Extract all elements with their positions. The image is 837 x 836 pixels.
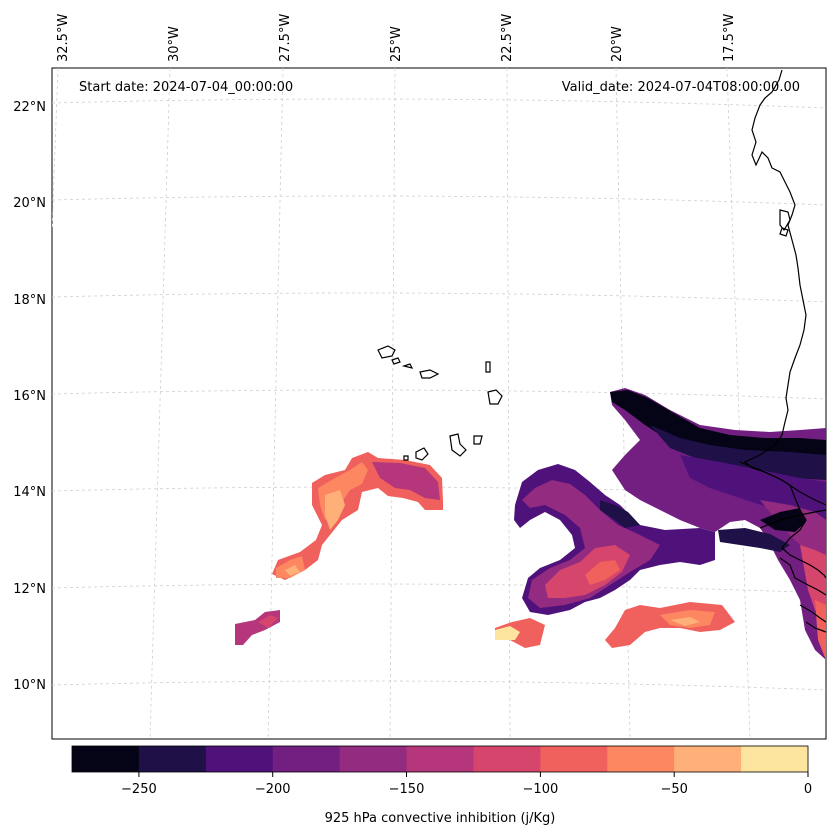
- lon-label-27-5w: 27.5°W: [278, 14, 293, 62]
- contour-central-dark: [600, 500, 640, 528]
- contour-east-3: [680, 455, 826, 520]
- contour-west-patch-inner: [258, 615, 278, 628]
- valid-date-text: Valid_date: 2024-07-04T08:00:00.00: [562, 80, 800, 95]
- lon-label-22-5w: 22.5°W: [500, 14, 515, 62]
- map-frame: [51, 67, 827, 740]
- colorbar-tick-label: −250: [121, 782, 157, 797]
- colorbar-title: 925 hPa convective inhibition (j/Kg): [325, 811, 556, 826]
- colorbar-swatch: [406, 746, 474, 772]
- lon-label-32-5w: 32.5°W: [56, 14, 71, 62]
- contour-south-band: [495, 618, 545, 648]
- colorbar-swatch: [473, 746, 541, 772]
- cape-verde-fogo: [415, 447, 429, 461]
- contour-south-east-lightest: [670, 617, 700, 626]
- contour-east-strip: [718, 528, 790, 552]
- contour-central-red: [545, 545, 630, 598]
- colorbar-swatch: [339, 746, 408, 772]
- lon-label-30w: 30°W: [167, 26, 182, 62]
- colorbar-swatch: [205, 746, 274, 772]
- latitude-labels: 22°N 20°N 18°N 16°N 14°N 12°N 10°N: [13, 100, 46, 693]
- start-date-text: Start date: 2024-07-04_00:00:00: [79, 80, 293, 95]
- lat-label-22n: 22°N: [13, 100, 46, 115]
- cape-verde-sao-nicolau: [419, 369, 440, 379]
- western-sahara-island: [779, 209, 791, 232]
- cape-verde-sal: [485, 361, 491, 373]
- contour-east-dark: [610, 390, 826, 470]
- lon-label-25w: 25°W: [389, 26, 404, 62]
- contour-east-black-core: [760, 508, 806, 532]
- coastline-gambia-river: [759, 509, 826, 529]
- colorbar-swatch: [741, 746, 809, 772]
- coastline-east-4: [805, 621, 826, 633]
- colorbar-swatch: [607, 746, 675, 772]
- cape-verde-santo-antao: [377, 345, 396, 359]
- colorbar-tick-label: −100: [523, 782, 559, 797]
- cape-verde-sao-vicente: [391, 357, 401, 365]
- lat-label-14n: 14°N: [13, 485, 46, 500]
- cape-verde-brava: [403, 455, 409, 461]
- coastline-east-2: [779, 557, 826, 596]
- cin-contours: [235, 388, 826, 660]
- contour-central-orange: [585, 560, 620, 585]
- lat-label-10n: 10°N: [13, 678, 46, 693]
- coastlines: [377, 69, 826, 633]
- contour-west-tiny: [285, 565, 300, 576]
- colorbar: [72, 746, 809, 772]
- colorbar-ticks: [138, 772, 809, 777]
- contour-west-mid: [372, 462, 440, 500]
- colorbar-tick-label: −50: [660, 782, 687, 797]
- cape-verde-santa-luzia: [401, 363, 414, 369]
- lat-label-12n: 12°N: [13, 582, 46, 597]
- colorbar-swatch: [540, 746, 608, 772]
- colorbar-swatch: [272, 746, 341, 772]
- lat-label-20n: 20°N: [13, 196, 46, 211]
- cape-verde-santiago: [449, 433, 467, 457]
- island-small-nw: [779, 227, 789, 237]
- colorbar-swatch: [72, 746, 140, 772]
- contour-west-lightest: [325, 490, 345, 530]
- colorbar-tick-labels: −250 −200 −150 −100 −50 0: [121, 782, 812, 797]
- colorbar-outline: [71, 745, 809, 773]
- colorbar-swatch: [674, 746, 742, 772]
- contour-east-2: [650, 425, 826, 480]
- cape-verde-maio: [473, 435, 483, 445]
- africa-coastline: [743, 69, 826, 579]
- lat-label-16n: 16°N: [13, 389, 46, 404]
- colorbar-tick-label: 0: [804, 782, 812, 797]
- longitude-labels: 32.5°W 30°W 27.5°W 25°W 22.5°W 20°W 17.5…: [56, 14, 737, 62]
- coastline-east-3: [799, 604, 826, 623]
- contour-south-band-light: [495, 626, 520, 640]
- colorbar-tick-label: −150: [389, 782, 425, 797]
- lat-label-18n: 18°N: [13, 293, 46, 308]
- lon-label-20w: 20°W: [610, 26, 625, 62]
- coastline-gambia: [739, 461, 826, 506]
- lon-label-17-5w: 17.5°W: [722, 14, 737, 62]
- colorbar-tick-label: −200: [255, 782, 291, 797]
- colorbar-swatch: [138, 746, 207, 772]
- cape-verde-boa-vista: [487, 389, 503, 405]
